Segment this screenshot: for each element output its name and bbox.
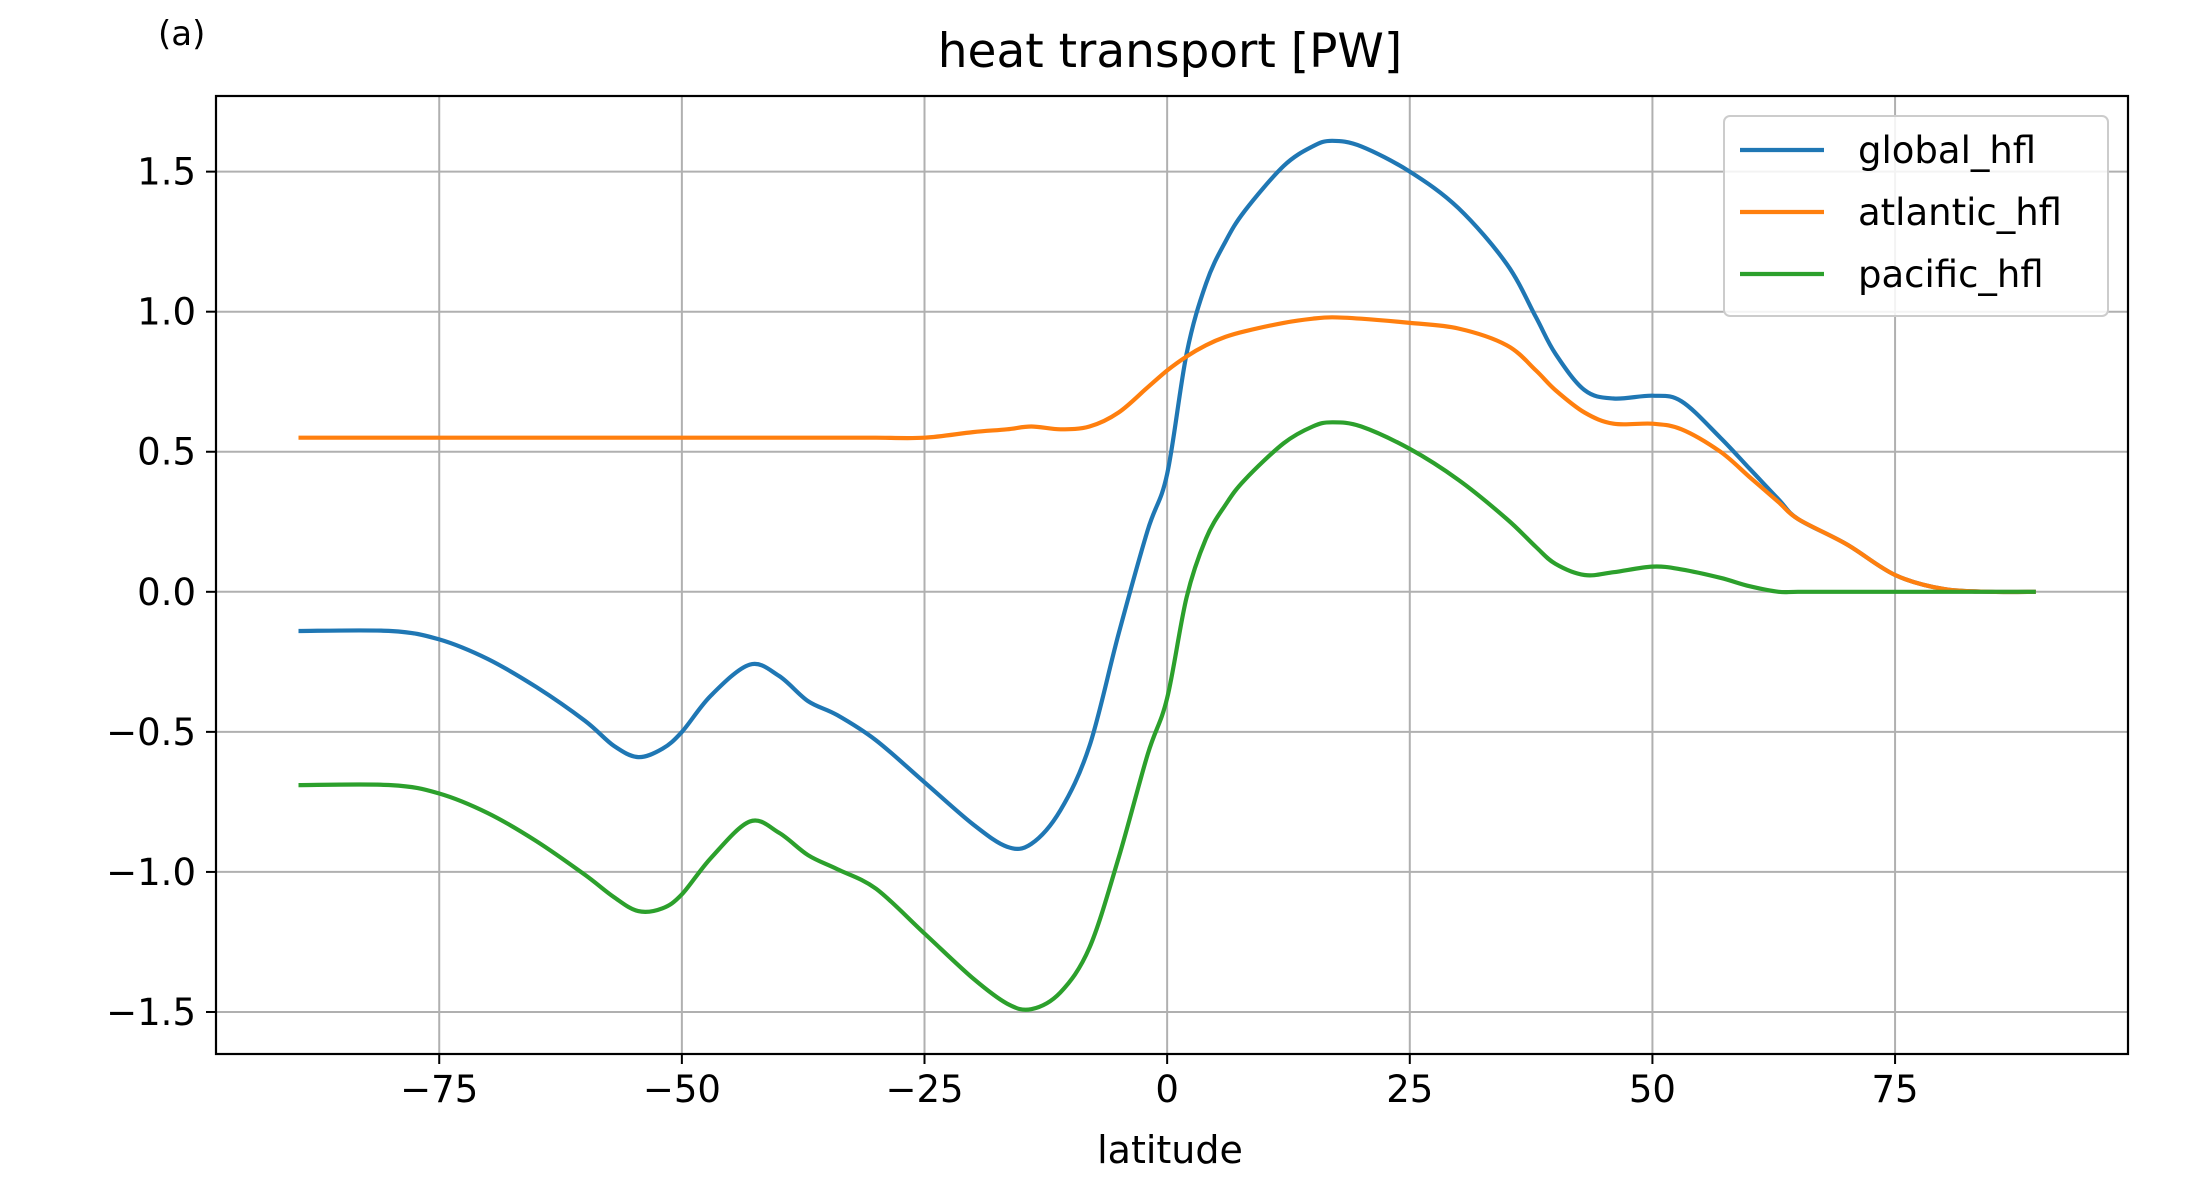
y-tick-label: 1.0 (137, 291, 196, 334)
y-tick-label: 0.5 (137, 431, 196, 474)
y-tick-label: 0.0 (137, 571, 196, 614)
axis-ticks: −75 −50 −25 0 25 50 75 −1.5 −1.0 −0.5 0.0 0.5 1.0 1.5 (106, 151, 1918, 1111)
legend-box (1723, 115, 2109, 317)
plot-frame (214, 94, 2130, 1056)
y-tick-label: −0.5 (106, 711, 196, 754)
x-tick-label: −50 (643, 1068, 721, 1111)
x-tick-label: −75 (400, 1068, 478, 1111)
legend-label-pacific-hfl: pacific_hfl (1858, 253, 2044, 296)
y-tick-label: −1.0 (106, 851, 196, 894)
panel-label: (a) (158, 14, 206, 54)
x-tick-label: 25 (1386, 1068, 1433, 1111)
series-line-atlantic-hfl (298, 315, 2036, 595)
series-line-global-hfl (298, 138, 2036, 851)
x-tick-label: 75 (1872, 1068, 1919, 1111)
y-tick-label: 1.5 (137, 151, 196, 194)
x-axis-label: latitude (1097, 1128, 1243, 1172)
x-tick-label: 0 (1155, 1068, 1179, 1111)
series-line-pacific-hfl (298, 420, 2036, 1012)
legend-label-global-hfl: global_hfl (1858, 129, 2036, 172)
y-tick-label: −1.5 (106, 991, 196, 1034)
legend: global_hfl atlantic_hfl pacific_hfl (1723, 115, 2109, 317)
x-tick-label: 50 (1629, 1068, 1676, 1111)
chart-title: heat transport [PW] (937, 24, 1403, 79)
legend-label-atlantic-hfl: atlantic_hfl (1858, 191, 2062, 234)
series-lines (298, 138, 2036, 1012)
x-tick-label: −25 (885, 1068, 963, 1111)
